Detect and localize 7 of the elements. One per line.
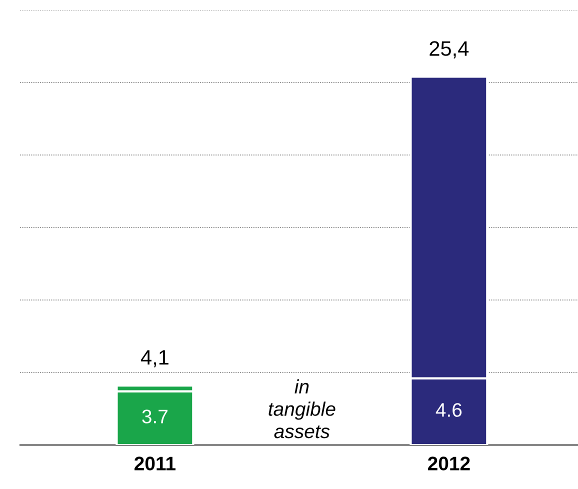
data-label: 3.7: [142, 410, 168, 424]
annotation: in tangible assets: [268, 379, 336, 438]
x-tick-label: 2012: [428, 456, 470, 470]
total-label: 25,4: [430, 41, 469, 58]
x-tick-label: 2011: [134, 456, 176, 470]
total-label: 4,1: [140, 350, 168, 368]
data-label: 4.6: [436, 403, 462, 417]
